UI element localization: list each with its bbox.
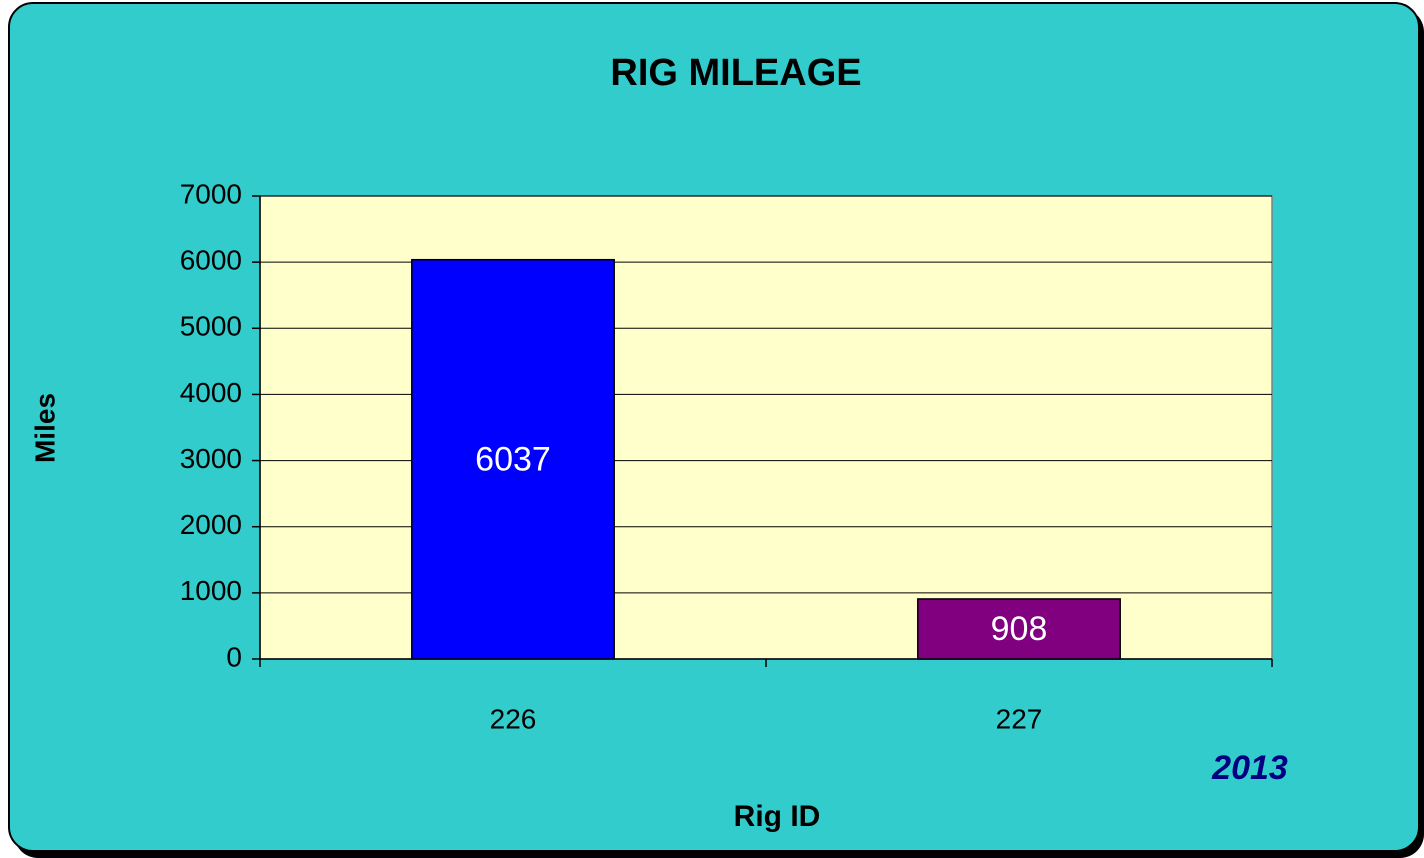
bar: [917, 598, 1121, 660]
chart-title: RIG MILEAGE: [610, 52, 861, 94]
y-tick-label: 1000: [180, 575, 242, 606]
data-label: 6037: [475, 440, 551, 478]
x-tick-label: 227: [996, 703, 1043, 734]
x-axis-label: Rig ID: [734, 800, 821, 833]
data-label: 908: [991, 610, 1048, 648]
y-tick-label: 7000: [180, 178, 242, 209]
y-tick-label: 6000: [180, 245, 242, 276]
annotation: 2013: [1211, 749, 1288, 787]
bar: [411, 258, 615, 660]
y-tick-label: 4000: [180, 377, 242, 408]
y-tick-label: 2000: [180, 509, 242, 540]
y-tick-label: 5000: [180, 311, 242, 342]
y-axis-label: Miles: [29, 393, 60, 463]
y-tick-label: 0: [226, 641, 242, 672]
x-tick-label: 226: [490, 703, 537, 734]
y-tick-label: 3000: [180, 443, 242, 474]
